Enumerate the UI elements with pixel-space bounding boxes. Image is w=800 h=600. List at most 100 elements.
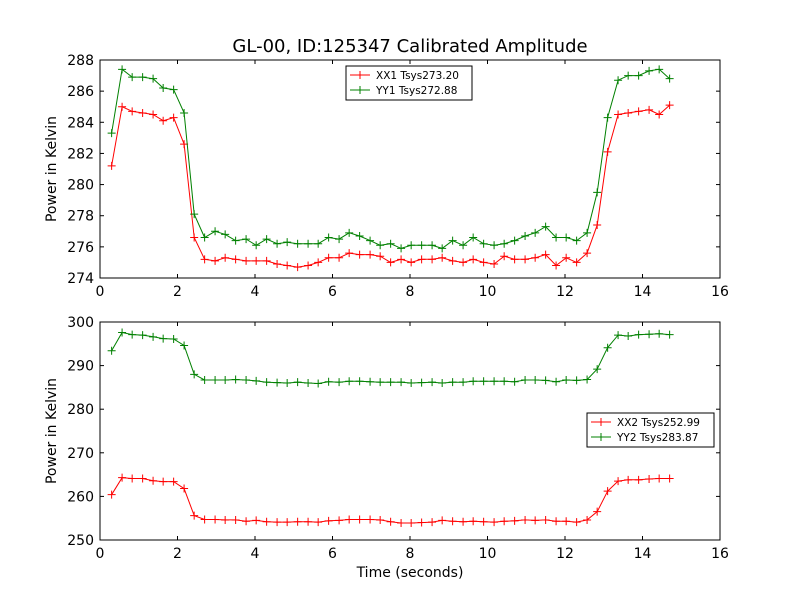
data-point	[107, 129, 116, 138]
data-point	[614, 76, 623, 85]
data-point	[603, 343, 612, 352]
data-point	[531, 228, 540, 237]
data-point	[262, 235, 271, 244]
data-point	[397, 244, 406, 253]
data-point	[624, 331, 633, 340]
data-point	[242, 375, 251, 384]
data-point	[645, 330, 654, 339]
data-point	[169, 85, 178, 94]
data-point	[252, 376, 261, 385]
data-point	[438, 253, 447, 262]
data-point	[355, 250, 364, 259]
data-point	[304, 517, 313, 526]
data-point	[283, 379, 292, 388]
y-tick-label: 276	[67, 240, 94, 256]
data-point	[242, 235, 251, 244]
data-point	[386, 239, 395, 248]
data-point	[128, 107, 137, 116]
data-point	[169, 335, 178, 344]
legend-label: XX2 Tsys252.99	[617, 417, 700, 429]
data-point	[169, 113, 178, 122]
data-point	[221, 375, 230, 384]
x-tick-label: 6	[328, 546, 337, 562]
x-tick-label: 14	[634, 546, 652, 562]
data-point	[624, 108, 633, 117]
data-point	[417, 378, 426, 387]
data-point	[180, 484, 189, 493]
data-point	[314, 239, 323, 248]
y-tick-label: 290	[67, 359, 94, 375]
data-point	[335, 378, 344, 387]
data-point	[583, 228, 592, 237]
data-point	[583, 249, 592, 258]
data-point	[438, 379, 447, 388]
data-point	[665, 101, 674, 110]
data-point	[510, 255, 519, 264]
data-point	[655, 65, 664, 74]
data-point	[231, 515, 240, 524]
data-point	[428, 241, 437, 250]
data-point	[407, 379, 416, 388]
data-point	[376, 515, 385, 524]
data-point	[634, 107, 643, 116]
legend-entry: XX2 Tsys252.99	[591, 417, 700, 429]
data-point	[572, 258, 581, 267]
data-point	[107, 490, 116, 499]
data-point	[376, 241, 385, 250]
data-point	[428, 518, 437, 527]
x-tick-label: 8	[406, 546, 415, 562]
data-point	[665, 74, 674, 83]
data-point	[448, 236, 457, 245]
legend-label: YY2 Tsys283.87	[616, 432, 698, 444]
data-point	[500, 517, 509, 526]
y-tick-label: 278	[67, 209, 94, 225]
data-point	[335, 235, 344, 244]
data-point	[562, 233, 571, 242]
data-point	[593, 188, 602, 197]
x-tick-label: 8	[406, 284, 415, 300]
data-point	[593, 365, 602, 374]
legend-marker	[356, 86, 364, 94]
data-point	[273, 239, 282, 248]
data-point	[159, 84, 168, 93]
data-point	[262, 256, 271, 265]
data-point	[386, 517, 395, 526]
data-point	[645, 66, 654, 75]
data-point	[211, 515, 220, 524]
data-point	[138, 73, 147, 82]
data-point	[448, 256, 457, 265]
data-point	[500, 239, 509, 248]
data-point	[252, 241, 261, 250]
data-point	[624, 475, 633, 484]
data-point	[521, 231, 530, 240]
data-point	[500, 377, 509, 386]
data-point	[634, 330, 643, 339]
data-point	[562, 375, 571, 384]
data-point	[552, 377, 561, 386]
y-tick-label: 286	[67, 84, 94, 100]
data-point	[221, 515, 230, 524]
data-point	[459, 241, 468, 250]
y-tick-label: 280	[67, 402, 94, 418]
data-point	[355, 515, 364, 524]
data-point	[510, 377, 519, 386]
data-point	[138, 474, 147, 483]
data-point	[469, 255, 478, 264]
data-point	[490, 377, 499, 386]
data-point	[593, 221, 602, 230]
data-point	[159, 334, 168, 343]
data-point	[500, 252, 509, 261]
y-tick-label: 280	[67, 178, 94, 194]
data-point	[469, 377, 478, 386]
data-point	[490, 241, 499, 250]
data-point	[397, 255, 406, 264]
data-point	[562, 253, 571, 262]
x-tick-label: 16	[711, 546, 729, 562]
data-point	[345, 228, 354, 237]
data-point	[479, 517, 488, 526]
data-point	[128, 73, 137, 82]
data-point	[149, 332, 158, 341]
y-tick-label: 282	[67, 146, 94, 162]
data-point	[345, 249, 354, 258]
data-point	[273, 518, 282, 527]
